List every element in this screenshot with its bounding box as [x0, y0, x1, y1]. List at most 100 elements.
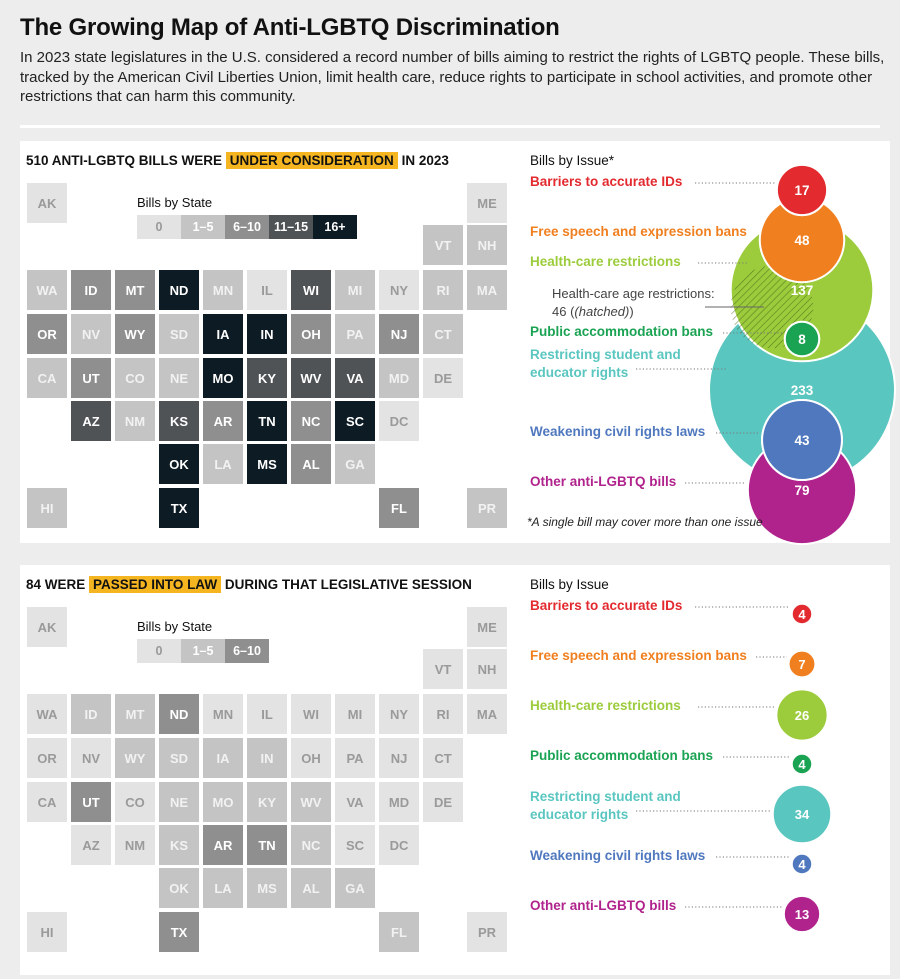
state-tile-ar: AR	[203, 825, 243, 865]
bubble-accommodation	[791, 753, 813, 775]
issue-label-text: Public accommodation bans	[530, 748, 714, 763]
legend-bin: 0	[137, 639, 181, 663]
legend-bin: 11–15	[269, 215, 313, 239]
issue-label-other: Other anti-LGBTQ bills	[530, 473, 676, 491]
issue-label-text: Free speech and expression bans	[530, 224, 747, 239]
state-tile-ny: NY	[379, 270, 419, 310]
issue-label-text: Barriers to accurate IDs	[530, 598, 683, 613]
issue-label-student: Restricting student and educator rights	[530, 346, 681, 382]
subnote-label: Health-care age restrictions:	[552, 286, 715, 301]
bubble-value-other: 13	[795, 907, 809, 922]
state-tile-fl: FL	[379, 488, 419, 528]
state-tile-al: AL	[291, 868, 331, 908]
issue-label-civil: Weakening civil rights laws	[530, 847, 705, 865]
state-tile-va: VA	[335, 782, 375, 822]
subnote-suffix: (hatched)	[574, 304, 630, 319]
legend-bin: 6–10	[225, 215, 269, 239]
bubble-value-other: 79	[794, 483, 809, 498]
bubble-circle-accommodation	[791, 753, 813, 775]
issue-label-line1: Restricting student and	[530, 789, 681, 804]
state-tile-nh: NH	[467, 225, 507, 265]
state-tile-mn: MN	[203, 694, 243, 734]
state-tile-hi: HI	[27, 488, 67, 528]
state-tile-tn: TN	[247, 401, 287, 441]
state-tile-ks: KS	[159, 825, 199, 865]
issue-label-text: Weakening civil rights laws	[530, 848, 706, 863]
state-tile-ak: AK	[27, 183, 67, 223]
issue-label-text: Health-care restrictions	[530, 254, 681, 269]
bubble-value-student: 233	[791, 383, 814, 398]
bubble-value-ids: 4	[798, 607, 806, 622]
state-tile-co: CO	[115, 782, 155, 822]
state-tile-ok: OK	[159, 868, 199, 908]
bubble-circle-ids	[791, 603, 813, 625]
state-tile-fl: FL	[379, 912, 419, 952]
state-tile-il: IL	[247, 270, 287, 310]
state-tile-ne: NE	[159, 782, 199, 822]
state-tile-nm: NM	[115, 401, 155, 441]
state-tile-md: MD	[379, 358, 419, 398]
state-tile-oh: OH	[291, 738, 331, 778]
state-tile-ga: GA	[335, 868, 375, 908]
bubble-value-health: 26	[795, 708, 809, 723]
bubble-value-health: 137	[791, 283, 814, 298]
subnote-value: 46	[552, 304, 567, 319]
state-tile-wi: WI	[291, 694, 331, 734]
legend-title: Bills by State	[137, 195, 213, 210]
state-tile-id: ID	[71, 694, 111, 734]
state-tile-dc: DC	[379, 401, 419, 441]
bubble-value-speech: 48	[794, 233, 810, 248]
state-tile-mt: MT	[115, 270, 155, 310]
bubble-value-accommodation: 8	[798, 332, 806, 347]
bubble-circle-other	[783, 895, 821, 933]
state-tile-mi: MI	[335, 694, 375, 734]
state-tile-id: ID	[71, 270, 111, 310]
state-tile-mo: MO	[203, 782, 243, 822]
legend-bin: 1–5	[181, 639, 225, 663]
issues-title: Bills by Issue	[530, 577, 609, 592]
bubble-circle-speech	[788, 650, 816, 678]
state-tile-sd: SD	[159, 314, 199, 354]
state-tile-va: VA	[335, 358, 375, 398]
bubble-value-speech: 7	[798, 657, 805, 672]
state-tile-me: ME	[467, 183, 507, 223]
state-tile-hi: HI	[27, 912, 67, 952]
state-tile-nc: NC	[291, 401, 331, 441]
issues-title: Bills by Issue*	[530, 153, 615, 168]
issue-label-civil: Weakening civil rights laws	[530, 423, 705, 441]
issue-bubbles: 4 7 26 4 34 4 13	[636, 603, 832, 933]
state-tile-tx: TX	[159, 488, 199, 528]
page-title: The Growing Map of Anti-LGBTQ Discrimina…	[20, 14, 560, 41]
state-tile-pa: PA	[335, 738, 375, 778]
state-tile-ak: AK	[27, 607, 67, 647]
state-tile-ct: CT	[423, 314, 463, 354]
state-tile-co: CO	[115, 358, 155, 398]
state-tile-ny: NY	[379, 694, 419, 734]
issue-label-text: Other anti-LGBTQ bills	[530, 474, 677, 489]
issue-label-text: educator rights	[530, 365, 629, 380]
title-highlight: PASSED INTO LAW	[89, 576, 222, 593]
issue-label-health: Health-care restrictions	[530, 697, 681, 715]
issue-label-health: Health-care restrictions	[530, 253, 681, 271]
state-tile-wi: WI	[291, 270, 331, 310]
state-tile-mt: MT	[115, 694, 155, 734]
state-tile-pr: PR	[467, 488, 507, 528]
bubble-civil	[791, 853, 813, 875]
bubble-value-accommodation: 4	[798, 757, 806, 772]
state-tile-wa: WA	[27, 694, 67, 734]
issue-label-student: Restricting student and educator rights	[530, 788, 681, 824]
state-tile-sc: SC	[335, 825, 375, 865]
state-tile-ma: MA	[467, 270, 507, 310]
state-tile-vt: VT	[423, 649, 463, 689]
state-tile-oh: OH	[291, 314, 331, 354]
legend-bin: 6–10	[225, 639, 269, 663]
footnote: *A single bill may cover more than one i…	[527, 515, 763, 529]
state-tile-ri: RI	[423, 270, 463, 310]
state-tile-ga: GA	[335, 444, 375, 484]
bubble-value-student: 34	[795, 807, 810, 822]
issue-label-text: educator rights	[530, 807, 629, 822]
healthcare-age-note: Health-care age restrictions: 46 ((hatche…	[552, 286, 715, 319]
state-tile-tn: TN	[247, 825, 287, 865]
title-post: DURING THAT LEGISLATIVE SESSION	[224, 577, 472, 592]
state-tile-ks: KS	[159, 401, 199, 441]
